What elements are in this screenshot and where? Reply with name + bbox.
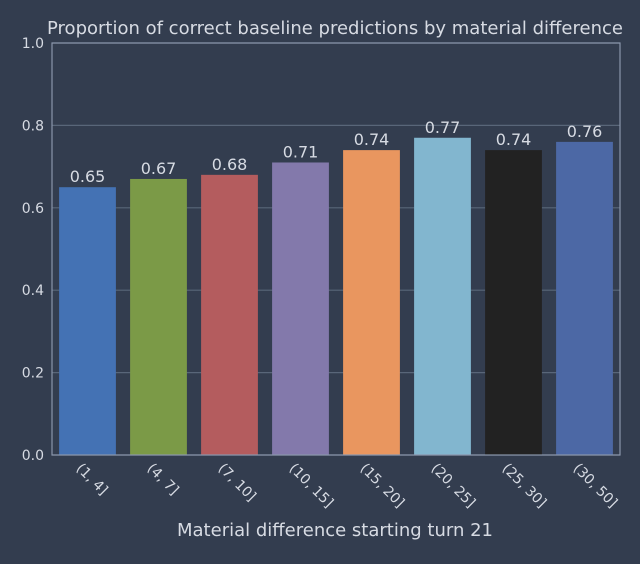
bar bbox=[59, 187, 116, 455]
bars bbox=[59, 137, 613, 456]
bar bbox=[414, 137, 471, 455]
bar bbox=[130, 178, 187, 455]
bar bbox=[343, 150, 400, 455]
y-tick-label: 0.6 bbox=[22, 201, 44, 217]
y-tick-label: 0.0 bbox=[22, 448, 44, 464]
bar bbox=[485, 150, 542, 455]
bar-value-label: 0.76 bbox=[567, 122, 603, 141]
y-tick-label: 1.0 bbox=[22, 36, 44, 52]
bar-value-label: 0.65 bbox=[70, 167, 106, 186]
data-labels: 0.65 0.67 0.68 0.71 0.74 0.77 0.74 0.76 bbox=[70, 118, 603, 186]
bar-value-label: 0.74 bbox=[354, 130, 390, 149]
y-tick-label: 0.2 bbox=[22, 366, 44, 382]
bar bbox=[272, 162, 329, 456]
plot-frame bbox=[51, 42, 621, 456]
bar-value-label: 0.77 bbox=[425, 118, 461, 137]
bar-value-label: 0.67 bbox=[141, 159, 177, 178]
bar-value-label: 0.74 bbox=[496, 130, 532, 149]
y-axis-ticks: 0.0 0.2 0.4 0.6 0.8 1.0 bbox=[22, 36, 44, 464]
bar-value-label: 0.71 bbox=[283, 142, 319, 161]
y-tick-label: 0.8 bbox=[22, 118, 44, 134]
x-axis-label: Material difference starting turn 21 bbox=[177, 520, 493, 541]
bar bbox=[201, 174, 258, 455]
chart-title: Proportion of correct baseline predictio… bbox=[47, 18, 623, 39]
bar bbox=[556, 141, 613, 455]
y-tick-label: 0.4 bbox=[22, 283, 44, 299]
bar-value-label: 0.68 bbox=[212, 155, 248, 174]
